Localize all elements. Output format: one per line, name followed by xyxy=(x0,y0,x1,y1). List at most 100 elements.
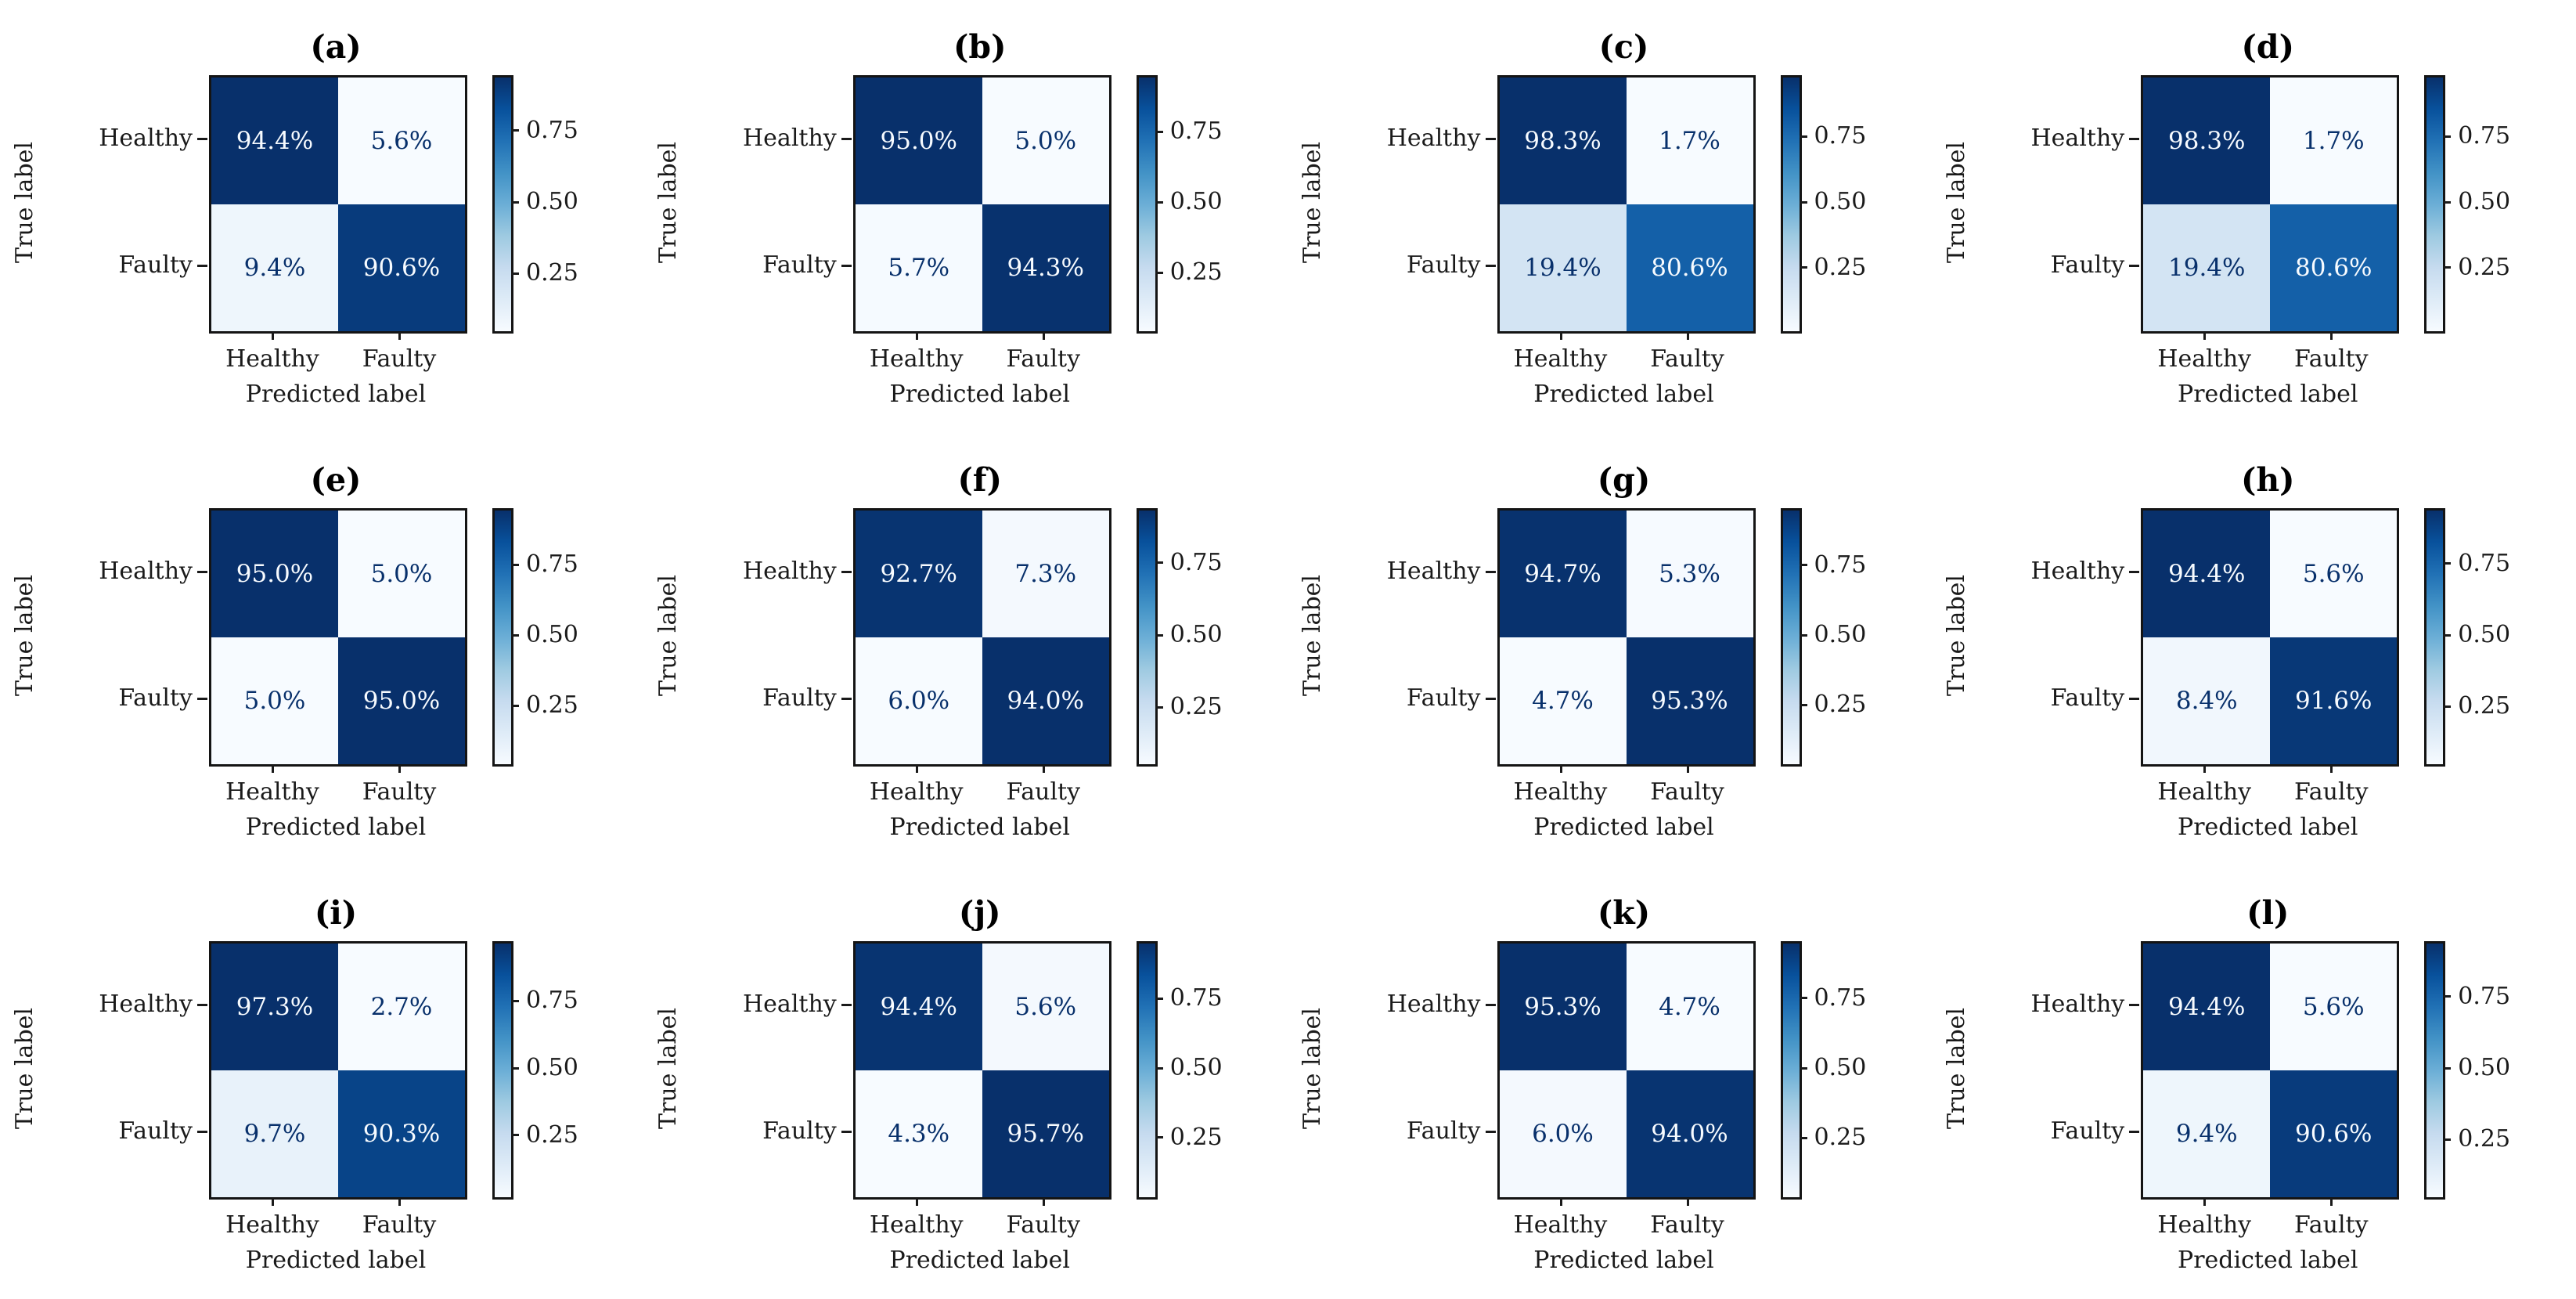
x-tick-label-faulty: Faulty xyxy=(1650,778,1724,806)
y-axis-title: True label xyxy=(654,141,683,263)
colorbar-tick-mark xyxy=(1155,271,1163,274)
confusion-matrix-subplot: (c) True label Healthy Faulty 98.3% 1.7%… xyxy=(1288,0,1933,433)
y-axis-title-wrap: True label xyxy=(1296,508,1329,762)
cell-true-healthy-pred-healthy: 94.4% xyxy=(2143,944,2271,1070)
x-axis-title: Predicted label xyxy=(245,814,427,841)
x-tick-mark xyxy=(2330,765,2333,773)
y-tick-mark xyxy=(1485,265,1496,267)
cell-true-faulty-pred-healthy: 19.4% xyxy=(1499,204,1627,331)
x-tick-mark xyxy=(2330,1198,2333,1206)
y-tick-label-faulty: Faulty xyxy=(762,684,837,712)
cell-true-healthy-pred-faulty: 7.3% xyxy=(982,511,1109,637)
heatmap-matrix: 94.7% 5.3% 4.7% 95.3% xyxy=(1497,508,1756,767)
x-tick-label-healthy: Healthy xyxy=(1513,778,1608,806)
y-tick-label-healthy: Healthy xyxy=(1386,557,1481,585)
y-axis-title-wrap: True label xyxy=(1940,508,1973,762)
y-tick-label-faulty: Faulty xyxy=(2050,1117,2125,1145)
y-axis-title: True label xyxy=(10,574,38,696)
y-tick-mark xyxy=(197,138,207,140)
confusion-matrix-subplot: (f) True label Healthy Faulty 92.7% 7.3%… xyxy=(644,433,1288,866)
colorbar-tick-label: 0.50 xyxy=(1169,1054,1223,1081)
y-axis-title-wrap: True label xyxy=(652,75,685,329)
y-axis-title: True label xyxy=(654,1007,683,1129)
x-tick-label-healthy: Healthy xyxy=(869,778,964,806)
x-axis-title: Predicted label xyxy=(889,814,1070,841)
cell-true-healthy-pred-faulty: 1.7% xyxy=(2270,78,2398,204)
colorbar-tick-mark xyxy=(1155,200,1163,204)
y-tick-label-faulty: Faulty xyxy=(1406,684,1481,712)
cell-true-faulty-pred-healthy: 4.3% xyxy=(855,1070,982,1197)
heatmap-matrix: 95.0% 5.0% 5.0% 95.0% xyxy=(209,508,467,767)
y-axis-title: True label xyxy=(1942,141,1970,263)
colorbar-tick-mark xyxy=(511,1134,519,1137)
y-tick-mark xyxy=(1485,1131,1496,1133)
x-tick-label-faulty: Faulty xyxy=(2293,778,2369,806)
cell-true-faulty-pred-healthy: 9.4% xyxy=(2143,1070,2271,1197)
subplot-title: (j) xyxy=(958,894,1001,932)
heatmap-matrix: 95.3% 4.7% 6.0% 94.0% xyxy=(1497,941,1756,1200)
colorbar-tick-label: 0.25 xyxy=(1814,253,1867,281)
x-tick-label-faulty: Faulty xyxy=(1650,1211,1724,1239)
cell-true-faulty-pred-faulty: 90.3% xyxy=(338,1070,465,1197)
cell-true-healthy-pred-healthy: 98.3% xyxy=(2143,78,2271,204)
y-tick-mark xyxy=(197,265,207,267)
cell-true-healthy-pred-faulty: 4.7% xyxy=(1626,944,1753,1070)
colorbar-tick-mark xyxy=(2443,705,2452,708)
colorbar-tick-label: 0.75 xyxy=(2458,982,2511,1010)
cell-true-faulty-pred-faulty: 94.0% xyxy=(1626,1070,1753,1197)
cell-true-faulty-pred-healthy: 9.7% xyxy=(211,1070,338,1197)
colorbar-tick-label: 0.50 xyxy=(1169,621,1223,648)
y-tick-mark xyxy=(841,138,852,140)
cell-true-healthy-pred-healthy: 95.0% xyxy=(211,511,338,637)
x-tick-mark xyxy=(2330,332,2333,340)
x-axis-title: Predicted label xyxy=(2178,381,2358,408)
colorbar-tick-label: 0.25 xyxy=(1814,691,1867,719)
colorbar-tick-mark xyxy=(2443,200,2452,204)
confusion-matrix-subplot: (b) True label Healthy Faulty 95.0% 5.0%… xyxy=(644,0,1288,433)
y-tick-mark xyxy=(841,1004,852,1006)
colorbar-tick-label: 0.75 xyxy=(1169,548,1223,576)
colorbar-tick-label: 0.25 xyxy=(2458,253,2511,281)
x-tick-label-faulty: Faulty xyxy=(2293,345,2369,373)
y-tick-mark xyxy=(197,1131,207,1133)
colorbar-tick-mark xyxy=(2443,995,2452,998)
x-tick-label-healthy: Healthy xyxy=(869,1211,964,1239)
x-tick-mark xyxy=(398,1198,401,1206)
y-axis-title-wrap: True label xyxy=(1296,941,1329,1195)
x-tick-mark xyxy=(272,765,274,773)
colorbar-tick-label: 0.50 xyxy=(2458,188,2511,215)
x-tick-mark xyxy=(398,765,401,773)
y-tick-label-faulty: Faulty xyxy=(1406,251,1481,279)
x-tick-mark xyxy=(1559,332,1562,340)
colorbar-tick-mark xyxy=(1799,703,1807,706)
cell-true-healthy-pred-faulty: 5.6% xyxy=(338,78,465,204)
y-tick-label-healthy: Healthy xyxy=(743,124,837,152)
x-tick-label-healthy: Healthy xyxy=(1513,345,1608,373)
cell-true-healthy-pred-healthy: 94.4% xyxy=(211,78,338,204)
colorbar-tick-label: 0.50 xyxy=(1169,188,1223,215)
y-tick-label-healthy: Healthy xyxy=(2030,557,2125,585)
y-axis-title: True label xyxy=(654,574,683,696)
x-tick-label-healthy: Healthy xyxy=(869,345,964,373)
colorbar-gradient xyxy=(1780,941,1802,1200)
colorbar-tick-mark xyxy=(511,563,519,566)
colorbar-tick-label: 0.25 xyxy=(526,1120,578,1149)
colorbar-tick-label: 0.75 xyxy=(1169,984,1223,1012)
colorbar-tick-mark xyxy=(2443,266,2452,269)
y-tick-mark xyxy=(197,571,207,573)
x-tick-mark xyxy=(272,332,274,340)
colorbar-tick-label: 0.75 xyxy=(526,550,578,578)
x-tick-mark xyxy=(915,332,918,340)
y-tick-mark xyxy=(2129,571,2140,573)
y-tick-label-faulty: Faulty xyxy=(1406,1117,1481,1145)
x-tick-label-faulty: Faulty xyxy=(362,778,437,806)
x-tick-label-faulty: Faulty xyxy=(1650,345,1724,373)
cell-true-faulty-pred-healthy: 5.0% xyxy=(211,637,338,764)
x-tick-label-faulty: Faulty xyxy=(1006,778,1081,806)
colorbar-tick-label: 0.50 xyxy=(1814,621,1867,648)
cell-true-healthy-pred-faulty: 5.3% xyxy=(1626,511,1753,637)
y-tick-label-faulty: Faulty xyxy=(762,1117,837,1145)
colorbar-tick-mark xyxy=(1799,200,1807,204)
x-tick-mark xyxy=(915,765,918,773)
x-tick-label-faulty: Faulty xyxy=(362,1211,437,1239)
